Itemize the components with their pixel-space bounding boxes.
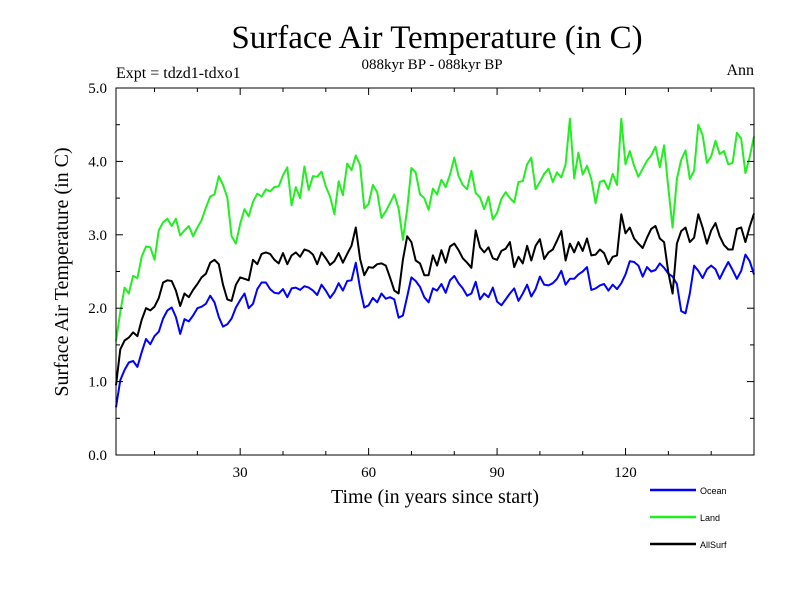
y-tick-label: 5.0 <box>88 81 107 97</box>
y-tick-label: 3.0 <box>88 228 107 244</box>
series-line-ocean <box>115 253 755 408</box>
x-axis-label: Time (in years since start) <box>331 486 539 508</box>
chart-subtitle: 088kyr BP - 088kyr BP <box>361 57 502 73</box>
chart-title: Surface Air Temperature (in C) <box>231 20 642 56</box>
y-tick-label: 0.0 <box>88 448 107 464</box>
axis-ticks: 0.0 1.0 2.0 3.0 4.0 5.0 30 60 90 120 <box>88 81 754 481</box>
legend-label-land: Land <box>700 513 720 523</box>
y-tick-label: 1.0 <box>88 375 107 391</box>
series-line-allsurf <box>115 213 755 386</box>
x-tick-label: 120 <box>614 465 637 481</box>
y-tick-label: 2.0 <box>88 301 107 317</box>
period-label: Ann <box>726 62 754 79</box>
x-tick-label: 60 <box>361 465 376 481</box>
legend-label-ocean: Ocean <box>700 486 727 496</box>
y-axis-label: Surface Air Temperature (in C) <box>51 147 73 396</box>
x-tick-label: 30 <box>233 465 248 481</box>
plot-frame <box>115 87 755 456</box>
y-tick-label: 4.0 <box>88 154 107 170</box>
legend: Ocean Land AllSurf <box>650 486 727 550</box>
experiment-label: Expt = tdzd1-tdxo1 <box>116 65 241 82</box>
series-line-land <box>115 117 755 342</box>
series-layer <box>115 117 755 408</box>
legend-label-allsurf: AllSurf <box>700 540 727 550</box>
x-tick-label: 90 <box>490 465 505 481</box>
